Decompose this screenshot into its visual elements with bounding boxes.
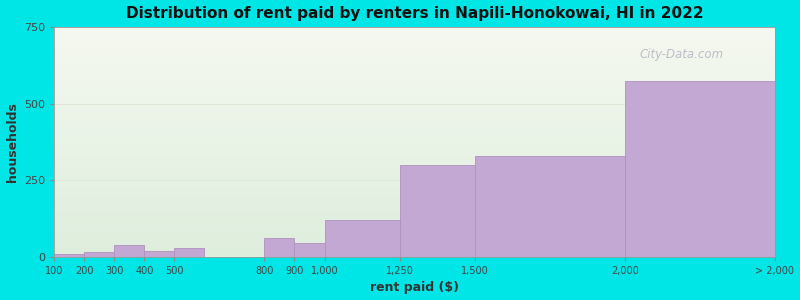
Bar [294,243,325,257]
Bar [84,252,114,257]
Bar [325,220,399,257]
Bar [265,238,294,257]
Bar [174,248,205,257]
Bar [144,251,174,257]
Y-axis label: households: households [6,102,18,182]
Bar [625,81,775,257]
Bar [114,244,144,257]
Bar [54,254,84,257]
Bar [399,165,474,257]
Text: City-Data.com: City-Data.com [639,48,723,61]
Title: Distribution of rent paid by renters in Napili-Honokowai, HI in 2022: Distribution of rent paid by renters in … [126,6,703,21]
X-axis label: rent paid ($): rent paid ($) [370,281,459,294]
Bar [474,156,625,257]
